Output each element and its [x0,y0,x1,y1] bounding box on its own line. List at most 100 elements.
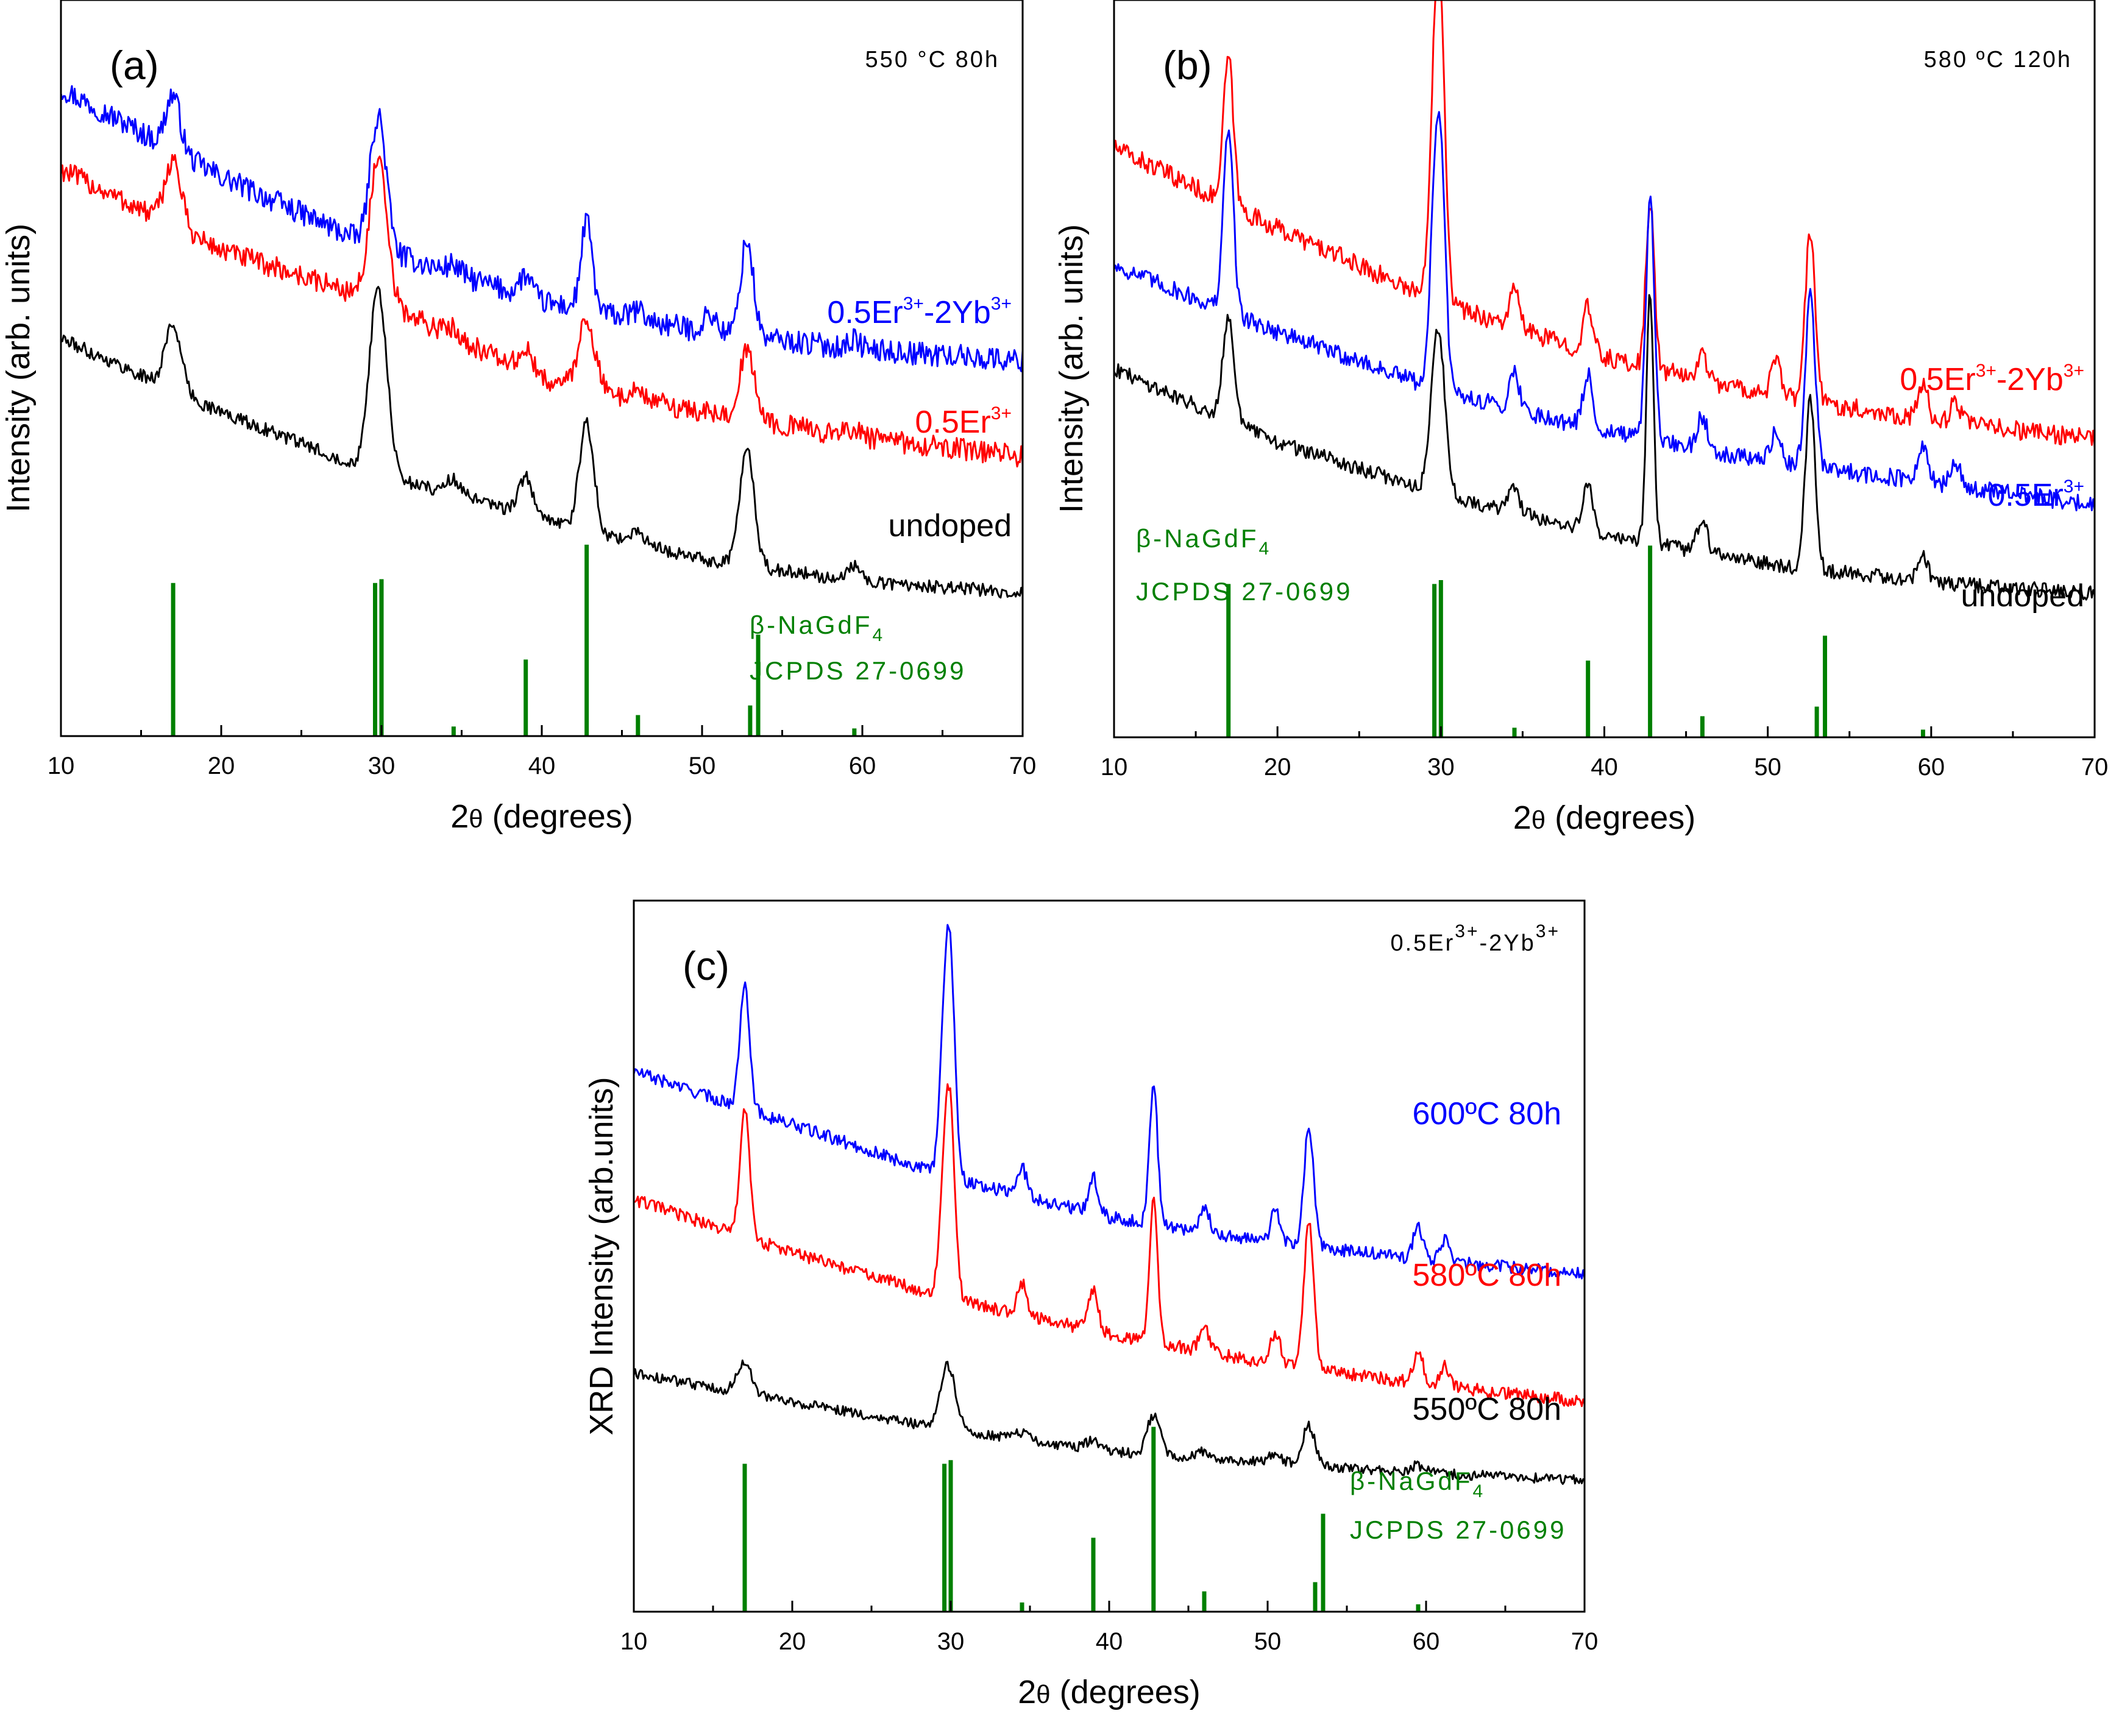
y-axis-label: XRD Intensity (arb.units) [583,1077,620,1435]
panel-b: 0.5Er3+-2Yb3+0.5Er3+undopedβ-NaGdF4JCPDS… [1053,0,2108,836]
xrd-trace-undoped [60,286,1024,599]
xrd-trace-eryb [60,85,1024,372]
panel-label: (a) [110,43,159,88]
x-tick-label: 50 [1754,754,1781,781]
x-tick-label: 50 [1254,1628,1282,1655]
label-part: 0.5Er [915,405,990,440]
label-part: 550ºC 80h [1412,1392,1561,1427]
label-part: 580ºC 80h [1412,1258,1561,1293]
reference-phase-label: β-NaGdF4 [1350,1467,1485,1501]
x-tick-label: 20 [208,753,235,779]
x-tick-label: 40 [528,753,556,779]
reference-phase-name: β-NaGdF [750,611,873,639]
label-part: 0.5Er [827,295,903,330]
label-part: 3+ [1455,921,1479,941]
xrd-trace-er [1113,0,2096,448]
panel-label: (b) [1163,43,1212,88]
panel-a: 0.5Er3+-2Yb3+0.5Er3+undopedβ-NaGdF4JCPDS… [0,0,1036,835]
series-label-er: 0.5Er3+ [915,403,1012,440]
xrd-trace-eryb [1113,111,2096,512]
xrd-trace-eryb [633,924,1586,1280]
x-axis-label: 2θ (degrees) [450,798,633,835]
x-tick-label: 70 [1571,1628,1599,1655]
reference-phase-subscript: 4 [1259,539,1272,559]
label-part: 0.5Er [1900,362,1975,397]
label-part: 600ºC 80h [1412,1096,1561,1132]
plot-frame [633,899,1586,1613]
reference-phase-label: β-NaGdF4 [1136,524,1271,559]
x-axis-label: 2θ (degrees) [1513,799,1696,836]
xrd-trace-er [634,1083,1586,1408]
reference-pattern [742,1426,1421,1612]
x-tick-label: 30 [368,753,396,779]
label-part: -2Yb [1997,362,2064,397]
x-axis-label-part: 2 [1018,1674,1036,1710]
x-tick-label: 70 [1009,753,1037,779]
x-axis-label-part: (degrees) [483,798,633,835]
label-part: 3+ [1976,361,1997,381]
x-axis-label-part: (degrees) [1546,799,1695,836]
series-label-eryb: 600ºC 80h [1412,1096,1561,1132]
x-tick-label: 40 [1096,1628,1123,1655]
x-tick-label: 50 [689,753,716,779]
y-axis-label: Intensity (arb. units) [1053,224,1090,513]
y-axis-label: Intensity (arb. units) [0,224,37,512]
x-axis-label-part: 2 [450,798,469,835]
label-part: undoped [1961,578,2084,614]
x-tick-label: 20 [1264,754,1291,781]
series-label-er: 580ºC 80h [1412,1258,1561,1293]
reference-card-label: JCPDS 27-0699 [1136,577,1353,606]
label-part: 0.5Er [1987,478,2063,513]
x-axis-label-part: θ [469,804,483,833]
label-part: undoped [889,508,1012,544]
series-label-undoped: undoped [889,508,1012,544]
x-tick-label: 10 [620,1628,648,1655]
reference-phase-label: β-NaGdF4 [750,611,885,645]
x-axis-label-part: θ [1036,1680,1050,1709]
label-part: 0.5Er [1390,930,1455,956]
reference-card-label: JCPDS 27-0699 [750,656,967,685]
reference-card-label: JCPDS 27-0699 [1350,1515,1567,1544]
label-part: 3+ [991,294,1012,314]
label-part: -2Yb [924,295,991,330]
x-tick-label: 40 [1591,754,1618,781]
x-tick-label: 60 [849,753,876,779]
condition-label: 550 °C 80h [865,47,999,73]
x-axis-label-part: 2 [1513,799,1532,836]
label-part: -2Yb [1480,930,1536,956]
x-tick-label: 60 [1918,754,1945,781]
panel-c: 600ºC 80h 580ºC 80h 550ºC 80h β-NaGdF4 JCPDS… [583,899,1599,1710]
xrd-trace-er [60,154,1024,468]
series-label-undoped: undoped [1961,578,2084,614]
series-label-er: 0.5Er3+-2Yb3+ [1900,361,2084,397]
x-tick-label: 30 [1427,754,1455,781]
reference-phase-name: β-NaGdF [1350,1467,1473,1495]
reference-pattern [1226,545,1925,737]
label-part: 3+ [2064,361,2084,381]
reference-phase-subscript: 4 [1473,1481,1486,1501]
x-tick-label: 30 [937,1628,965,1655]
x-tick-label: 10 [48,753,75,779]
panel-label: (c) [683,943,729,988]
x-tick-label: 20 [779,1628,806,1655]
x-axis-label-part: θ [1532,806,1546,834]
label-part: 3+ [991,403,1012,423]
label-part: 3+ [1536,921,1560,941]
series-label-eryb: 0.5Er3+-2Yb3+ [827,294,1012,330]
xrd-trace-undoped [633,1359,1585,1485]
x-tick-label: 70 [2081,754,2109,781]
label-part: 3+ [903,294,924,314]
x-axis-label-part: (degrees) [1051,1674,1201,1710]
x-axis-label: 2θ (degrees) [1018,1674,1201,1710]
xrd-trace-undoped [1113,294,2096,601]
condition-label: 580 ºC 120h [1924,47,2072,73]
label-part: 3+ [2064,477,2084,497]
condition-label: 0.5Er3+-2Yb3+ [1390,921,1560,956]
reference-phase-subscript: 4 [873,625,886,645]
x-tick-label: 10 [1101,754,1128,781]
reference-pattern [171,544,857,736]
series-label-eryb: 0.5Er3+ [1987,477,2084,513]
reference-phase-name: β-NaGdF [1136,524,1259,553]
